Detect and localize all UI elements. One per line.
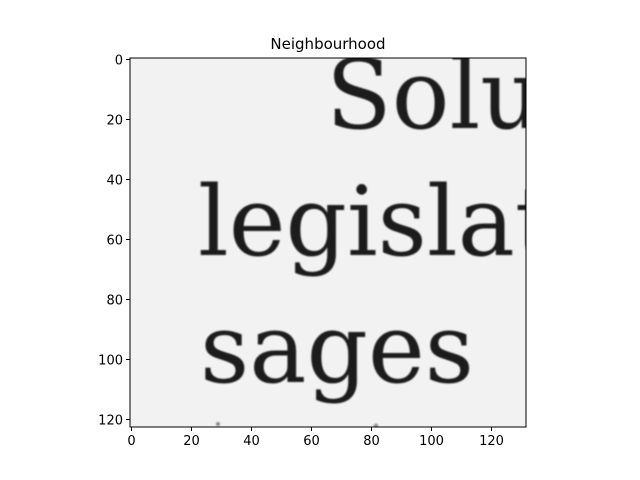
y-tick-label: 20 <box>106 114 123 129</box>
image-speck <box>216 422 220 426</box>
image-background <box>130 58 526 427</box>
x-tick-label: 100 <box>419 434 444 449</box>
x-tick-label: 60 <box>303 434 320 449</box>
y-tick-label: 100 <box>98 354 123 369</box>
x-axis: 0 20 40 60 80 100 120 <box>127 427 504 449</box>
axes-frame <box>129 57 527 428</box>
y-tick-label: 80 <box>106 294 123 309</box>
image-panel: Solu legislat sages <box>129 39 553 428</box>
y-tick-label: 120 <box>98 414 123 429</box>
y-tick-label: 40 <box>106 174 123 189</box>
x-tick-label: 80 <box>363 434 380 449</box>
x-tick-label: 0 <box>127 434 135 449</box>
x-tick-label: 120 <box>479 434 504 449</box>
y-axis: 0 20 40 60 80 100 120 <box>98 54 130 429</box>
image-word-line2: legislat <box>198 166 553 278</box>
y-tick-label: 60 <box>106 234 123 249</box>
image-speck <box>373 423 379 427</box>
x-tick-label: 20 <box>183 434 200 449</box>
figure-title: Neighbourhood <box>270 35 385 53</box>
y-tick-label: 0 <box>115 54 123 69</box>
image-word-line3: sages <box>200 293 474 405</box>
x-tick-label: 40 <box>243 434 260 449</box>
image-word-line1: Solu <box>326 39 542 151</box>
